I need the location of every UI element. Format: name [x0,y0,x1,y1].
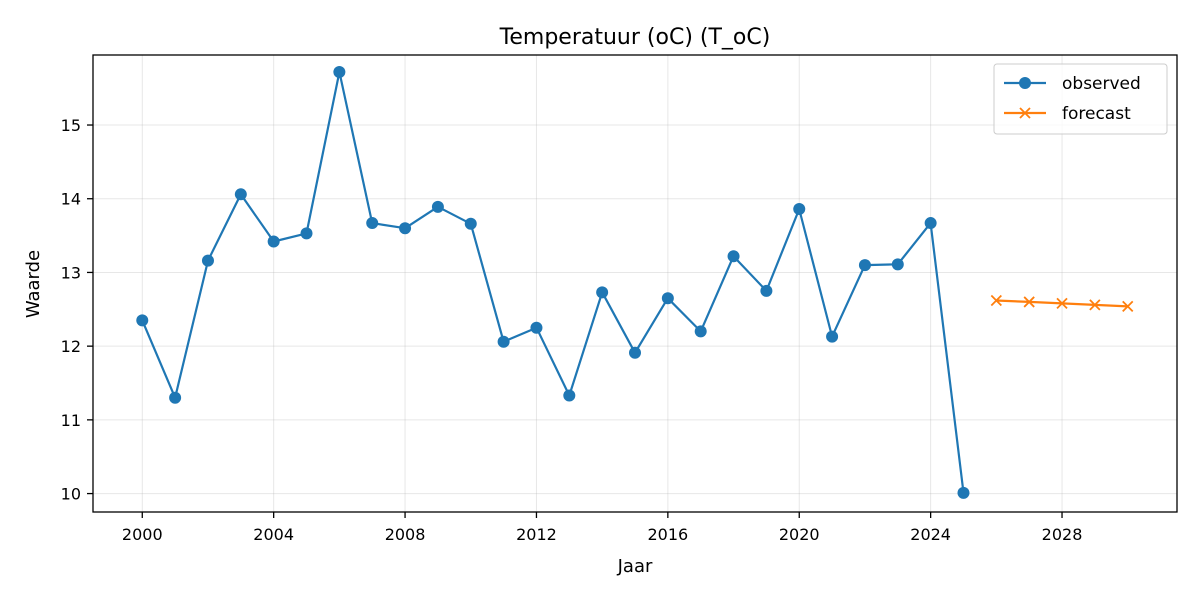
observed-data-point [629,346,641,359]
legend: observed forecast [993,63,1168,135]
axis-ticks: 2000 2004 2008 2012 2016 2020 2024 2028 10 11 12 13… [61,116,1083,544]
x-tick-label: 2024 [910,525,951,544]
observed-data-point [399,222,412,235]
observed-data-point [826,330,839,343]
observed-data-point [169,391,182,404]
plot-area-frame [92,54,1178,513]
observed-data-point [727,250,740,263]
observed-data-point [760,284,773,297]
observed-data-point [201,254,214,267]
observed-data-point [924,217,937,230]
x-tick-label: 2004 [253,525,294,544]
series-layer [136,65,1134,499]
x-tick-label: 2012 [516,525,557,544]
observed-data-point [661,292,674,305]
y-axis-label: Waarde [23,250,44,318]
observed-data-point [497,335,510,348]
observed-data-point [464,217,477,230]
legend-observed-label: observed [1062,74,1141,94]
observed-data-point [366,217,379,230]
y-tick-label: 12 [61,337,81,356]
forecast-data-point [1056,297,1068,310]
observed-data-point [234,188,247,201]
forecast-data-point [1023,296,1035,308]
legend-forecast-label: forecast [1062,104,1131,124]
legend-box [993,63,1168,135]
observed-data-point [563,389,576,402]
y-tick-label: 14 [61,190,81,209]
x-tick-label: 2020 [779,525,820,544]
x-tick-label: 2028 [1042,525,1083,544]
observed-data-point [267,235,280,248]
forecast-data-point [1089,299,1101,311]
observed-data-point [431,200,444,213]
y-tick-label: 13 [61,263,81,282]
forecast-data-point [990,294,1002,307]
observed-data-point [596,286,609,299]
observed-data-point [891,258,904,271]
observed-series-line [141,70,965,493]
x-tick-label: 2016 [647,525,688,544]
forecast-data-point [1122,300,1134,312]
observed-data-point [300,227,313,240]
chart-title: Temperatuur (oC) (T_oC) [499,25,771,50]
observed-data-point [957,486,970,499]
legend-observed-marker [1019,77,1031,89]
y-tick-label: 10 [61,485,81,504]
observed-data-point [136,314,149,327]
y-tick-label: 11 [61,411,81,430]
x-tick-label: 2000 [122,525,163,544]
observed-data-point [858,259,871,272]
observed-data-point [530,321,543,334]
observed-data-point [694,325,707,338]
x-tick-label: 2008 [385,525,426,544]
observed-data-point [793,203,806,216]
observed-data-point [333,65,346,78]
y-tick-label: 15 [61,116,81,135]
legend-forecast-marker [1019,107,1031,119]
x-axis-label: Jaar [617,556,653,577]
